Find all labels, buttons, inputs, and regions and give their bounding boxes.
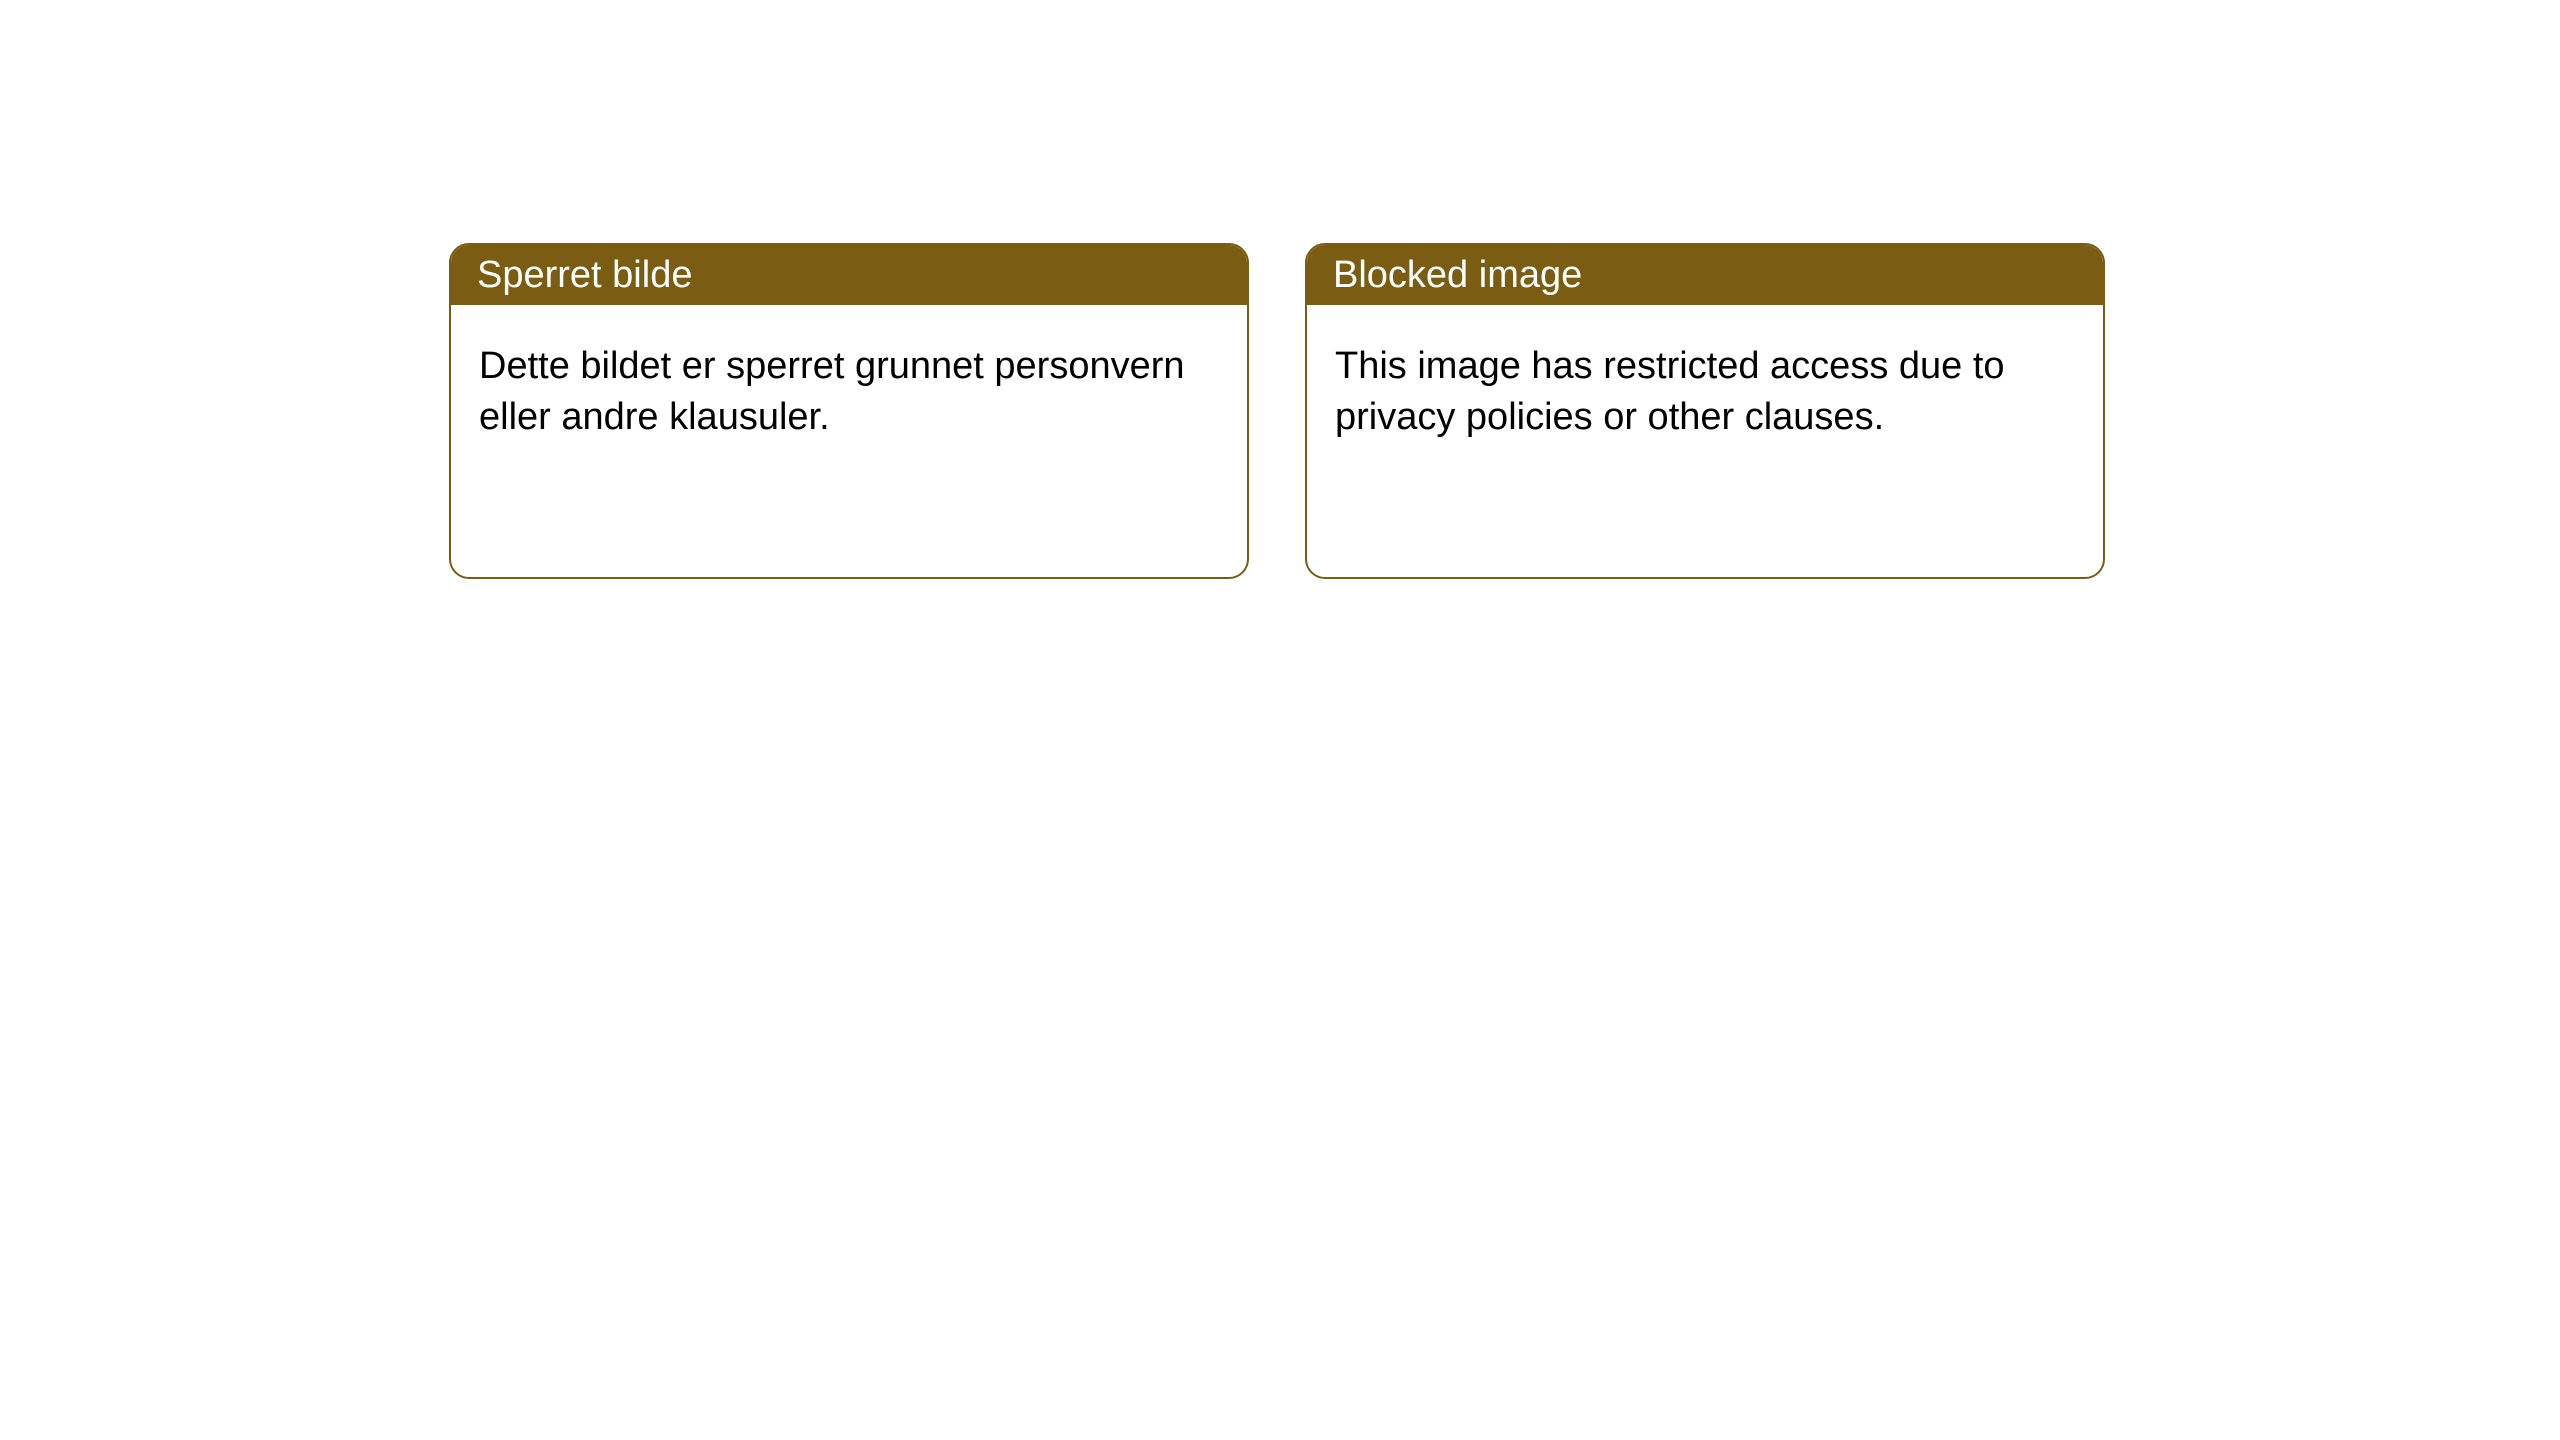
blocked-image-card-english: Blocked image This image has restricted … <box>1305 243 2105 579</box>
notice-container: Sperret bilde Dette bildet er sperret gr… <box>0 0 2560 579</box>
card-header: Blocked image <box>1307 245 2103 305</box>
card-header: Sperret bilde <box>451 245 1247 305</box>
card-body: This image has restricted access due to … <box>1307 305 2103 480</box>
card-message: Dette bildet er sperret grunnet personve… <box>479 345 1185 438</box>
blocked-image-card-norwegian: Sperret bilde Dette bildet er sperret gr… <box>449 243 1249 579</box>
card-body: Dette bildet er sperret grunnet personve… <box>451 305 1247 480</box>
card-message: This image has restricted access due to … <box>1335 345 2005 438</box>
card-title: Sperret bilde <box>477 254 692 297</box>
card-title: Blocked image <box>1333 254 1582 297</box>
